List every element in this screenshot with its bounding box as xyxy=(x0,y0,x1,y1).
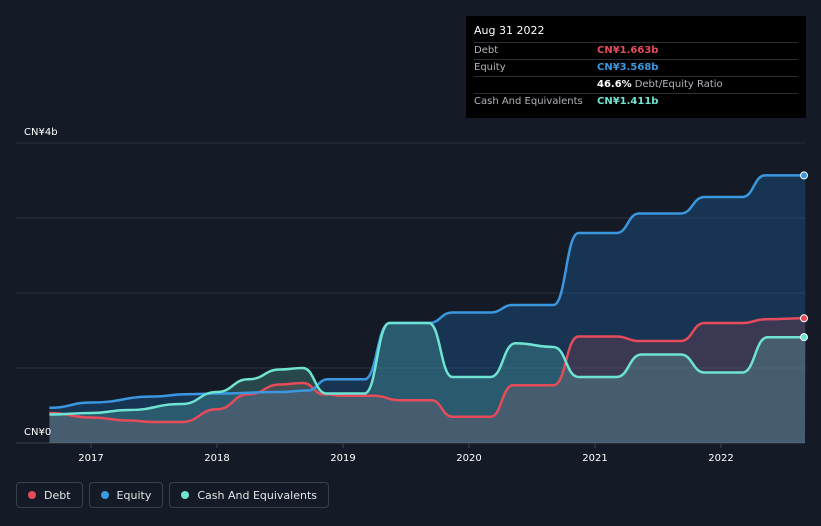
series-line-cash-and-equivalents xyxy=(49,321,806,416)
tooltip-value: CN¥1.411b xyxy=(597,96,659,107)
legend-item-cash[interactable]: Cash And Equivalents xyxy=(169,482,329,508)
x-tick-label-2020: 2020 xyxy=(456,453,481,464)
tooltip-row-cash: Cash And Equivalents CN¥1.411b xyxy=(474,93,798,110)
tooltip-row-ratio: 46.6% Debt/Equity Ratio xyxy=(474,76,798,93)
tooltip-row-debt: Debt CN¥1.663b xyxy=(474,42,798,59)
data-tooltip: Aug 31 2022 Debt CN¥1.663b Equity CN¥3.5… xyxy=(466,16,806,118)
y-tick-label-top: CN¥4b xyxy=(24,127,58,138)
tooltip-label: Equity xyxy=(474,62,506,73)
chart-legend: Debt Equity Cash And Equivalents xyxy=(16,482,329,508)
legend-dot-icon xyxy=(181,491,190,499)
end-point-equity xyxy=(800,171,808,180)
tooltip-ratio-suffix: Debt/Equity Ratio xyxy=(634,79,723,90)
tooltip-label: Cash And Equivalents xyxy=(474,96,583,107)
x-tick-label-2021: 2021 xyxy=(582,453,607,464)
series-line-debt xyxy=(49,317,806,424)
x-tick-label-2018: 2018 xyxy=(204,453,229,464)
series-area-debt xyxy=(49,318,806,443)
legend-dot-icon xyxy=(100,491,109,499)
legend-label: Cash And Equivalents xyxy=(197,488,317,502)
tooltip-row-equity: Equity CN¥3.568b xyxy=(474,59,798,76)
legend-item-equity[interactable]: Equity xyxy=(88,482,164,508)
tooltip-value: CN¥1.663b xyxy=(597,45,659,56)
end-point-debt xyxy=(800,314,808,323)
legend-item-debt[interactable]: Debt xyxy=(16,482,83,508)
end-point-cash-and-equivalents xyxy=(800,333,808,342)
x-tick-label-2017: 2017 xyxy=(78,453,103,464)
series-areas xyxy=(49,175,806,443)
x-axis-labels: 2017 2018 2019 2020 2021 2022 xyxy=(78,453,733,464)
legend-label: Equity xyxy=(116,488,152,502)
x-tick-label-2019: 2019 xyxy=(330,453,355,464)
tooltip-date: Aug 31 2022 xyxy=(474,24,545,37)
legend-dot-icon xyxy=(28,491,36,499)
axis-ticks xyxy=(90,443,722,448)
x-tick-label-2022: 2022 xyxy=(708,453,733,464)
tooltip-value: 46.6% xyxy=(597,79,632,90)
y-tick-label-zero: CN¥0 xyxy=(24,427,51,438)
series-lines xyxy=(49,174,806,424)
legend-label: Debt xyxy=(44,488,71,502)
series-end-dots xyxy=(800,171,808,342)
series-area-cash-and-equivalents xyxy=(49,323,806,443)
grid-lines xyxy=(16,142,805,444)
tooltip-label xyxy=(474,77,597,93)
tooltip-value: CN¥3.568b xyxy=(597,62,659,73)
tooltip-label: Debt xyxy=(474,45,499,56)
